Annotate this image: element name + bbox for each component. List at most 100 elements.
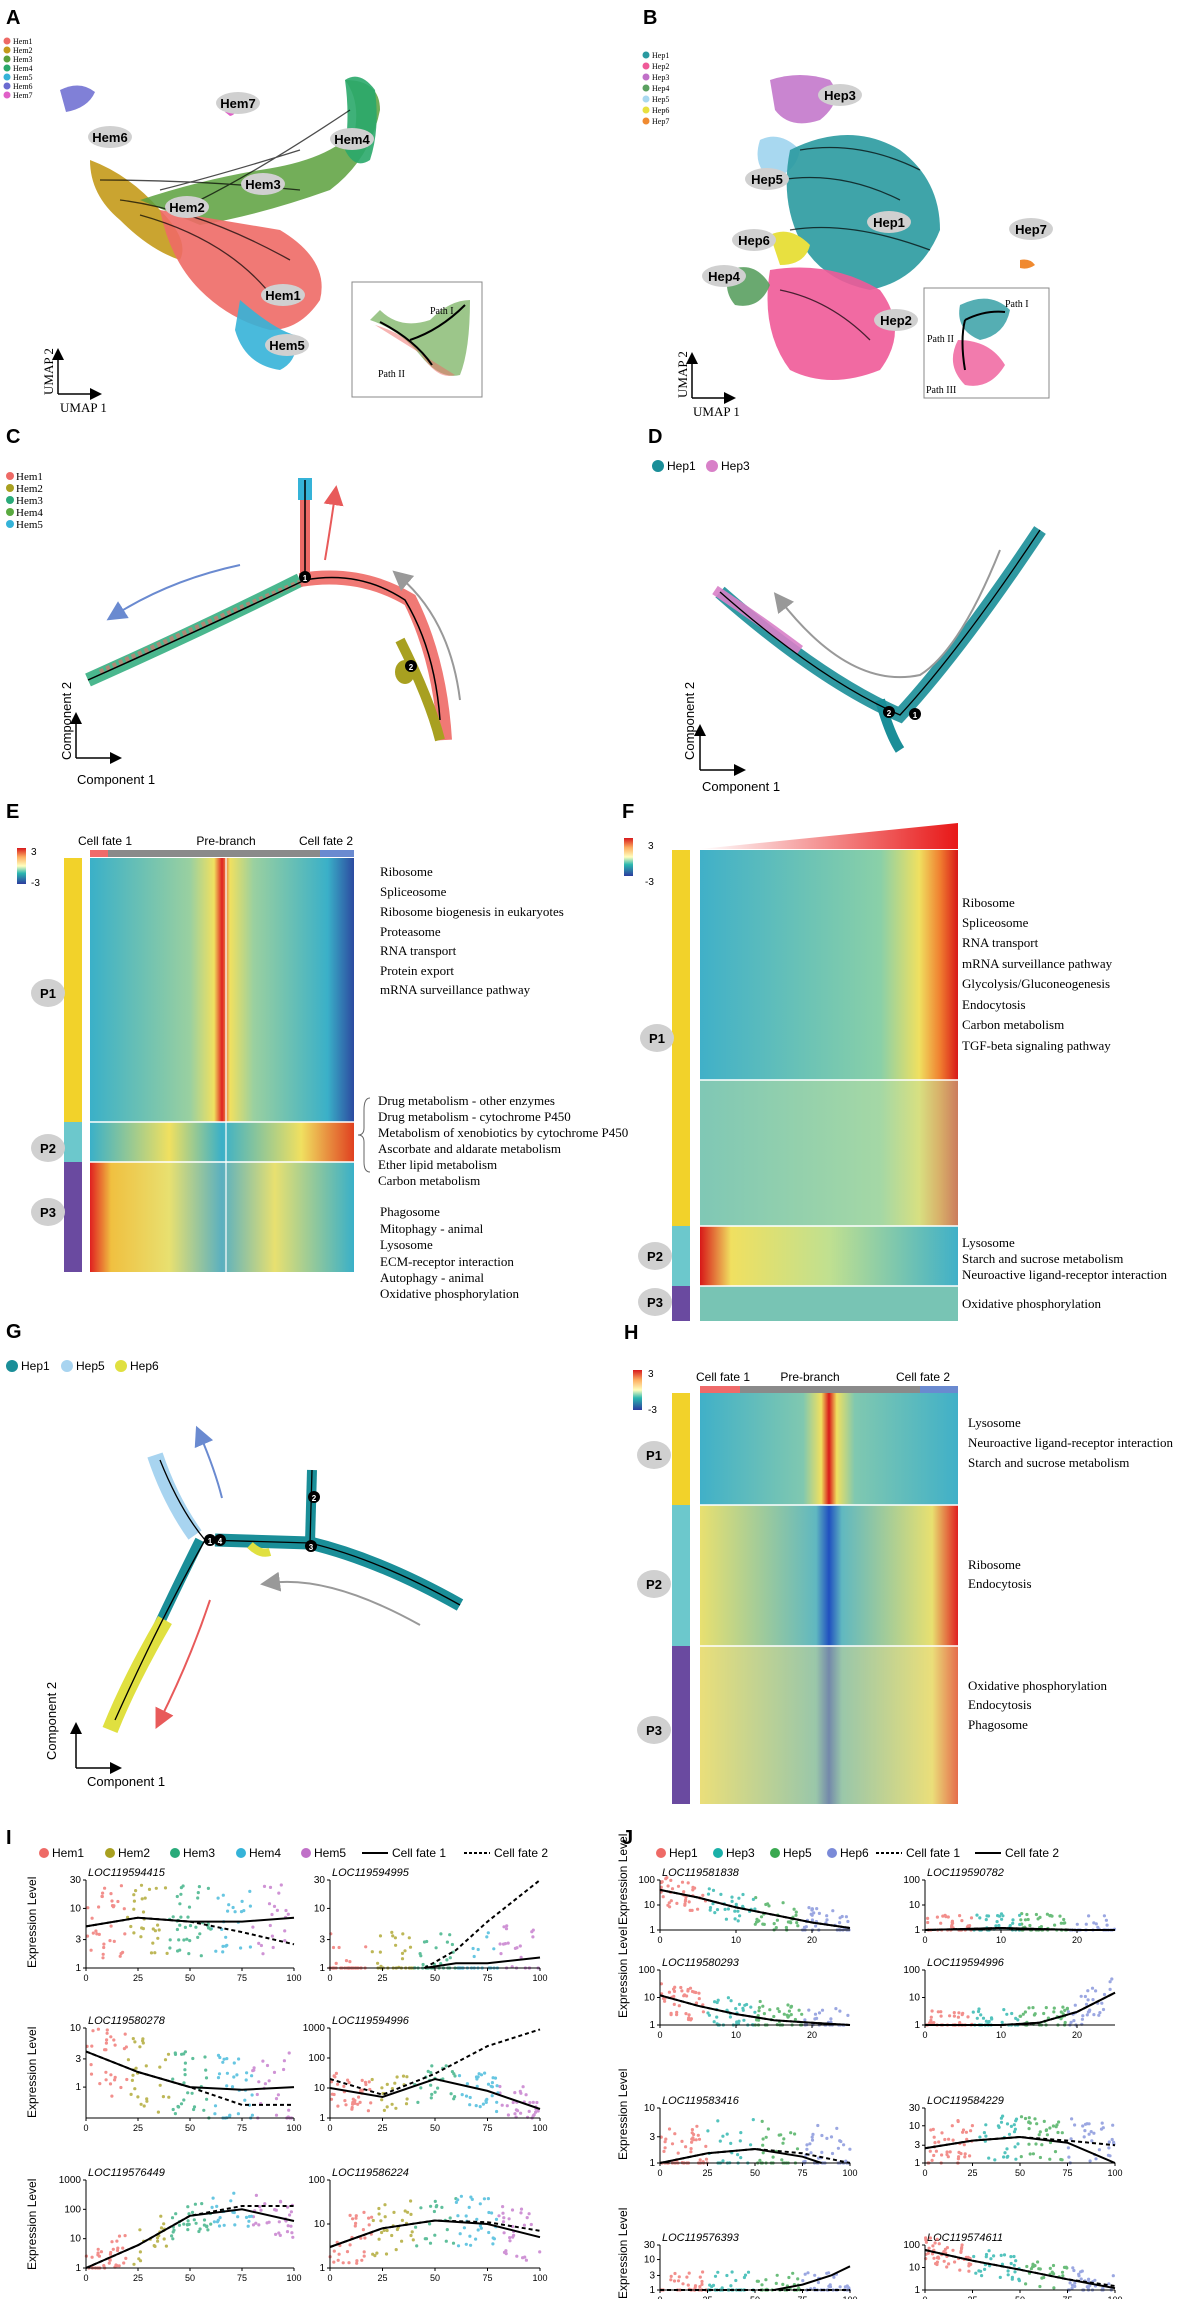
cell-point	[183, 2050, 187, 2054]
cell-point	[939, 2010, 943, 2014]
cell-point	[690, 2140, 694, 2144]
cell-point	[1024, 2282, 1028, 2286]
cell-point	[764, 1902, 768, 1907]
cell-point	[448, 1933, 452, 1937]
cell-point	[1097, 2013, 1101, 2017]
cell-point	[1005, 2147, 1009, 2151]
cell-point	[186, 2228, 190, 2232]
cell-point	[421, 1962, 425, 1967]
cell-point	[951, 1921, 955, 1925]
cluster-label: Hem1	[265, 288, 300, 303]
cell-point	[445, 2228, 449, 2232]
legend-item: Hep5	[652, 95, 669, 104]
panel-d: D Hep1 Hep3 2 1 Component 2 Component 1	[648, 426, 1046, 794]
cell-point	[225, 2071, 229, 2075]
cell-point	[347, 2081, 351, 2085]
cell-point	[351, 2217, 355, 2221]
cell-point	[1002, 2155, 1006, 2159]
cell-point	[1096, 1925, 1100, 1929]
cell-point	[974, 2271, 978, 2275]
cell-point	[500, 2103, 504, 2107]
cell-point	[187, 1905, 192, 1909]
cell-point	[282, 2067, 286, 2072]
cell-point	[428, 2241, 433, 2245]
y-tick-label: 1	[319, 1963, 325, 1974]
cell-point	[400, 1957, 405, 1961]
cell-point	[265, 2221, 269, 2225]
cell-point	[677, 2004, 681, 2008]
cell-point	[1063, 2020, 1067, 2025]
cell-point	[284, 1908, 288, 1913]
cell-point	[1019, 2155, 1023, 2159]
cell-point	[1062, 1917, 1066, 1922]
cell-point	[957, 2011, 961, 2015]
cell-point	[152, 2244, 156, 2248]
cell-point	[1094, 1922, 1098, 1926]
cell-point	[214, 1949, 218, 1953]
x-tick-label: 0	[83, 2123, 88, 2133]
y-tick-label: 100	[903, 1965, 920, 1976]
x-tick-label: 25	[967, 2295, 977, 2299]
cell-point	[489, 2084, 493, 2088]
cell-point	[176, 2104, 180, 2109]
cell-point	[183, 2068, 187, 2072]
cell-point	[1069, 2137, 1073, 2141]
cell-point	[275, 1908, 279, 1912]
cell-point	[360, 2078, 364, 2082]
cell-point	[486, 1931, 490, 1935]
cell-point	[810, 1907, 814, 1911]
cell-point	[270, 1934, 274, 1938]
cell-point	[689, 2147, 693, 2151]
y-tick-label: 10	[909, 1993, 921, 2004]
cell-point	[659, 1982, 664, 1986]
cell-point	[507, 2217, 511, 2221]
cell-point	[827, 2284, 831, 2288]
cell-point	[1031, 2262, 1035, 2266]
cell-point	[774, 1926, 778, 1930]
cell-point	[662, 2149, 666, 2153]
cell-point	[696, 2133, 700, 2137]
cell-point	[768, 2008, 772, 2012]
cell-point	[471, 1946, 475, 1951]
cell-point	[1088, 2159, 1092, 2163]
cell-point	[1005, 2012, 1009, 2016]
cell-point	[682, 1994, 686, 1998]
cell-point	[1000, 2262, 1005, 2266]
y-tick-label: 100	[64, 2204, 81, 2215]
cell-point	[377, 2206, 381, 2211]
x-tick-label: 0	[657, 2168, 662, 2178]
x-tick-label: 75	[1062, 2168, 1072, 2178]
cell-point	[440, 2205, 444, 2209]
cell-point	[224, 1935, 228, 1939]
cell-point	[261, 1952, 265, 1956]
cell-point	[930, 2009, 934, 2013]
cell-point	[1012, 2263, 1016, 2267]
cell-point	[844, 1915, 849, 1919]
cell-point	[393, 2081, 397, 2085]
cell-point	[1111, 2274, 1115, 2278]
cell-point	[795, 1921, 799, 1925]
cell-point	[733, 1917, 737, 1921]
cell-point	[359, 2236, 363, 2240]
cell-point	[1013, 2127, 1018, 2131]
cell-point	[1087, 1914, 1091, 1918]
cell-points	[659, 2270, 852, 2292]
cell-point	[825, 1914, 829, 1918]
cell-point	[382, 2108, 386, 2112]
cell-point	[743, 2003, 747, 2007]
cell-point	[498, 2084, 502, 2089]
panel-letter: A	[6, 7, 20, 29]
cell-point	[362, 2254, 366, 2258]
axis-label-y: UMAP 2	[675, 351, 690, 398]
pseudotime-triangle	[700, 823, 958, 849]
cell-point	[1009, 2261, 1013, 2266]
legend-j: Hep1 Hep3 Hep5 Hep6 Cell fate 1 Cell fat…	[656, 1846, 1059, 1860]
color-scale-e: 3 -3	[17, 847, 40, 889]
cell-point	[1073, 2003, 1077, 2007]
panel-letter: H	[624, 1322, 638, 1344]
cell-point	[684, 2012, 688, 2016]
y-tick-label: 30	[70, 1875, 82, 1886]
cell-point	[996, 2124, 1001, 2128]
